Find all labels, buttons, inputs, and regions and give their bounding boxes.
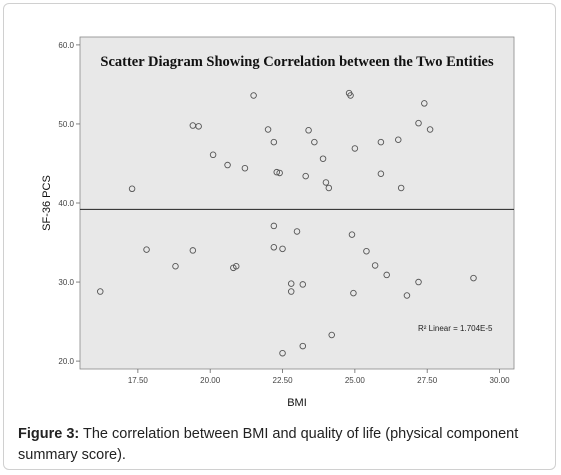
data-point xyxy=(302,172,309,180)
y-tick-label: 40.0 xyxy=(58,199,74,208)
data-point xyxy=(319,155,327,162)
figure-frame: 20.0 30.0 40.0 50.0 60.0 17.50 20.00 22.50 25.0… xyxy=(3,3,556,470)
data-point xyxy=(279,349,286,357)
data-point xyxy=(397,184,405,192)
y-tick-label: 50.0 xyxy=(58,120,74,129)
caption-label: Figure 3: xyxy=(18,426,80,442)
data-point xyxy=(377,138,385,146)
data-points xyxy=(97,89,477,357)
data-point xyxy=(172,262,179,270)
data-point xyxy=(347,92,354,99)
data-point xyxy=(395,136,402,144)
y-tick-label: 20.0 xyxy=(58,357,74,366)
fit-annotation: R² Linear = 1.704E-5 xyxy=(418,324,493,333)
scatter-chart: 20.0 30.0 40.0 50.0 60.0 17.50 20.00 22.50 25.0… xyxy=(41,36,515,409)
data-point xyxy=(415,278,422,286)
x-tick-label: 22.50 xyxy=(273,376,294,385)
data-point xyxy=(322,179,330,186)
data-point xyxy=(328,331,335,339)
data-point xyxy=(273,168,280,176)
data-point xyxy=(287,288,295,295)
data-point xyxy=(209,151,217,159)
data-point xyxy=(293,228,301,235)
data-point xyxy=(270,138,278,146)
data-point xyxy=(232,262,240,270)
y-tick-label: 60.0 xyxy=(58,41,74,50)
data-point xyxy=(128,185,136,193)
data-point xyxy=(279,245,286,253)
x-tick-label: 25.00 xyxy=(345,376,366,385)
x-tick-label: 30.00 xyxy=(490,376,511,385)
data-point xyxy=(97,288,104,295)
plot-area xyxy=(79,36,515,370)
data-point xyxy=(470,274,477,282)
data-point xyxy=(287,280,295,287)
data-point xyxy=(350,289,357,297)
data-point xyxy=(299,281,307,288)
data-point xyxy=(377,170,385,178)
data-point xyxy=(415,119,422,127)
data-point xyxy=(403,292,411,299)
data-point xyxy=(426,126,434,133)
x-axis-title: BMI xyxy=(287,397,307,409)
data-point xyxy=(351,145,359,152)
data-point xyxy=(270,222,278,230)
y-tick-label: 30.0 xyxy=(58,278,74,287)
chart-title: Scatter Diagram Showing Correlation betw… xyxy=(100,54,494,70)
y-axis-ticks: 20.0 30.0 40.0 50.0 60.0 xyxy=(58,41,80,366)
data-point xyxy=(143,246,150,253)
x-axis-ticks: 17.50 20.00 22.50 25.00 27.50 30.00 xyxy=(128,369,510,385)
data-point xyxy=(305,127,312,134)
data-point xyxy=(348,231,356,238)
data-point xyxy=(241,164,249,172)
data-point xyxy=(421,100,428,107)
data-point xyxy=(250,92,257,99)
data-point xyxy=(264,126,272,133)
x-tick-label: 27.50 xyxy=(417,376,438,385)
data-point xyxy=(363,247,370,255)
data-point xyxy=(276,169,283,177)
data-point xyxy=(371,262,379,269)
data-point xyxy=(311,138,318,146)
data-point xyxy=(325,184,333,192)
data-point xyxy=(195,123,202,130)
data-point xyxy=(299,342,307,350)
data-point xyxy=(189,247,197,254)
data-point xyxy=(224,161,231,169)
y-axis-title: SF-36 PCS xyxy=(41,175,53,231)
figure-caption: Figure 3: The correlation between BMI an… xyxy=(18,424,548,466)
caption-text: The correlation between BMI and quality … xyxy=(18,426,519,463)
x-tick-label: 17.50 xyxy=(128,376,149,385)
x-tick-label: 20.00 xyxy=(200,376,221,385)
data-point xyxy=(383,271,390,279)
data-point xyxy=(270,244,278,251)
